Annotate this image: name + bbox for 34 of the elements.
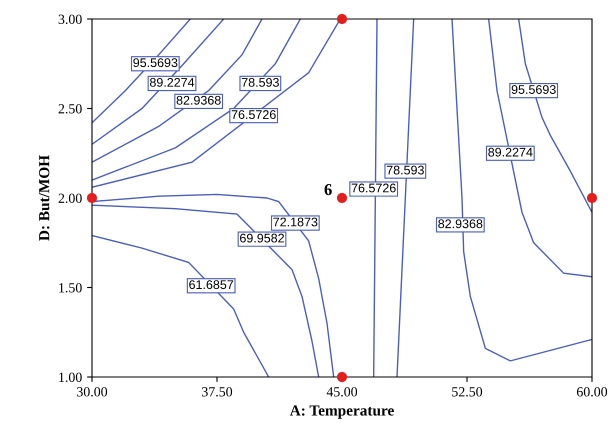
annotation: 61.6857 xyxy=(189,280,234,290)
annotation: 76.5726 xyxy=(232,110,276,120)
annotation: 78.593 xyxy=(386,166,424,175)
annotation: 76.5726 xyxy=(352,184,396,192)
x-tick-label: 45.00 xyxy=(326,387,358,397)
annotation: 82.9368 xyxy=(438,219,482,228)
annotation: 72.1873 xyxy=(273,218,318,226)
y-tick-label: 2.50 xyxy=(58,104,82,114)
y-tick-label: 1.50 xyxy=(59,283,82,293)
x-axis-title: A: Temperature xyxy=(290,405,394,419)
point xyxy=(336,14,348,24)
point xyxy=(86,192,98,204)
annotation: 82.9368 xyxy=(176,96,221,105)
annotation: 89.2274 xyxy=(150,78,194,87)
annotation: 89.2274 xyxy=(488,148,533,157)
annotation: 69.9582 xyxy=(240,234,284,243)
y-tick-label: 3.00 xyxy=(58,14,82,24)
point xyxy=(336,192,348,204)
x-tick-label: 37.50 xyxy=(202,387,232,397)
y-axis-title: D: But/MOH xyxy=(39,155,50,241)
point xyxy=(586,192,598,204)
annotation: 6 xyxy=(324,184,332,196)
x-tick-label: 52.50 xyxy=(452,387,482,397)
point xyxy=(336,372,348,382)
annotation: 78.593 xyxy=(242,78,279,87)
y-tick-label: 2.00 xyxy=(58,194,82,204)
line-series xyxy=(92,19,224,145)
x-tick-label: 30.00 xyxy=(77,387,108,397)
annotation: 95.5693 xyxy=(512,85,556,94)
annotation: 95.5693 xyxy=(133,58,178,68)
x-tick-label: 60.00 xyxy=(576,387,608,397)
y-tick-label: 1.00 xyxy=(59,372,82,382)
line-series xyxy=(92,19,302,181)
line-series xyxy=(488,19,592,278)
